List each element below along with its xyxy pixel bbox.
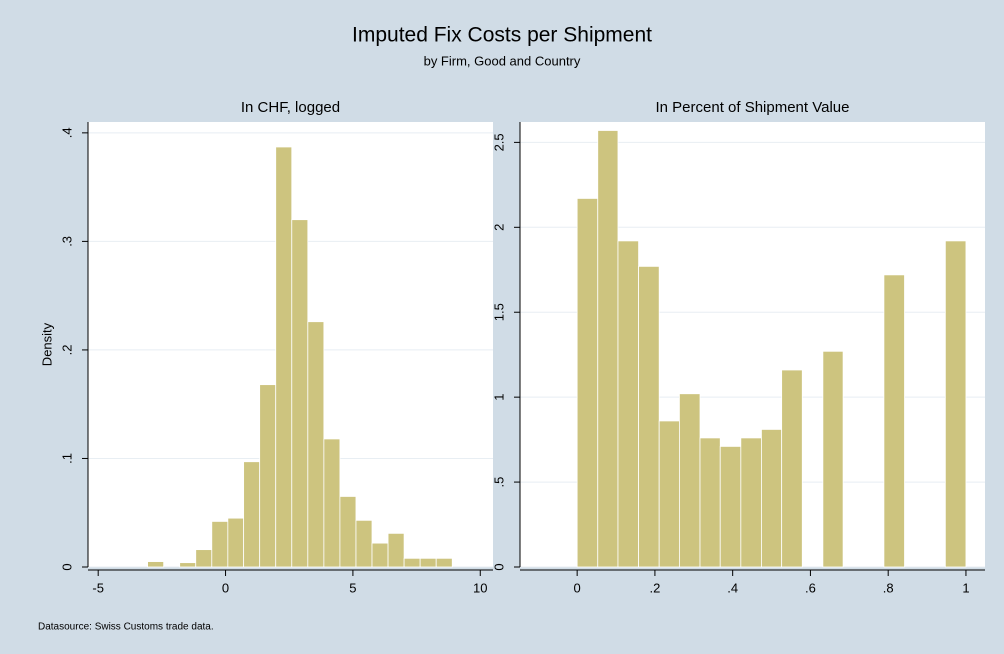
bar	[291, 219, 309, 568]
bar	[740, 437, 762, 568]
y-tick-label: 1	[491, 394, 506, 401]
y-tick-label: 1.5	[491, 303, 506, 321]
bar	[211, 521, 229, 568]
bar	[243, 461, 261, 568]
x-tick-label: 0	[222, 580, 229, 595]
bar	[883, 274, 905, 568]
bar	[617, 240, 639, 568]
y-tick-label: .4	[59, 127, 74, 138]
x-tick-label: 0	[574, 580, 581, 595]
bar	[195, 549, 213, 568]
y-tick-label: 2	[491, 224, 506, 231]
bar	[944, 240, 967, 568]
y-tick-label: .3	[59, 236, 74, 247]
y-tick-label: 0	[491, 563, 506, 570]
bar	[387, 532, 405, 568]
x-tick-label: .4	[727, 580, 738, 595]
bar	[147, 561, 165, 568]
y-tick-label: .1	[59, 453, 74, 464]
x-tick-label: -5	[92, 580, 104, 595]
bar	[638, 265, 660, 568]
bar	[597, 130, 619, 568]
x-tick-label: 5	[349, 580, 356, 595]
bar	[435, 557, 453, 568]
bar	[275, 146, 293, 568]
bar	[719, 446, 742, 568]
x-tick-label: 1	[962, 580, 969, 595]
bar	[323, 438, 341, 568]
bar	[371, 542, 389, 568]
bar	[761, 429, 783, 568]
bar	[179, 562, 197, 568]
bar	[658, 420, 680, 568]
bar	[339, 496, 357, 568]
bar	[419, 557, 437, 568]
y-tick-label: .5	[491, 477, 506, 488]
x-tick-label: 10	[473, 580, 487, 595]
bar	[679, 393, 701, 568]
bar	[307, 321, 325, 568]
bar	[355, 519, 373, 568]
chart-subtitle: by Firm, Good and Country	[424, 53, 581, 68]
bar	[259, 384, 277, 568]
bar	[403, 557, 421, 568]
panel-title: In CHF, logged	[241, 99, 340, 116]
bar	[699, 437, 721, 568]
x-tick-label: .2	[649, 580, 660, 595]
x-tick-label: .6	[805, 580, 816, 595]
note: Datasource: Swiss Customs trade data.	[38, 622, 214, 633]
y-tick-label: .2	[59, 345, 74, 356]
y-tick-label: 2.5	[491, 133, 506, 151]
y-tick-label: 0	[59, 563, 74, 570]
bar	[781, 369, 803, 568]
bar	[576, 198, 599, 568]
panel-title: In Percent of Shipment Value	[655, 99, 849, 116]
y-axis-label: Density	[39, 322, 54, 366]
x-tick-label: .8	[883, 580, 894, 595]
bar	[227, 517, 245, 568]
bar	[822, 350, 844, 568]
chart-title: Imputed Fix Costs per Shipment	[352, 24, 652, 47]
